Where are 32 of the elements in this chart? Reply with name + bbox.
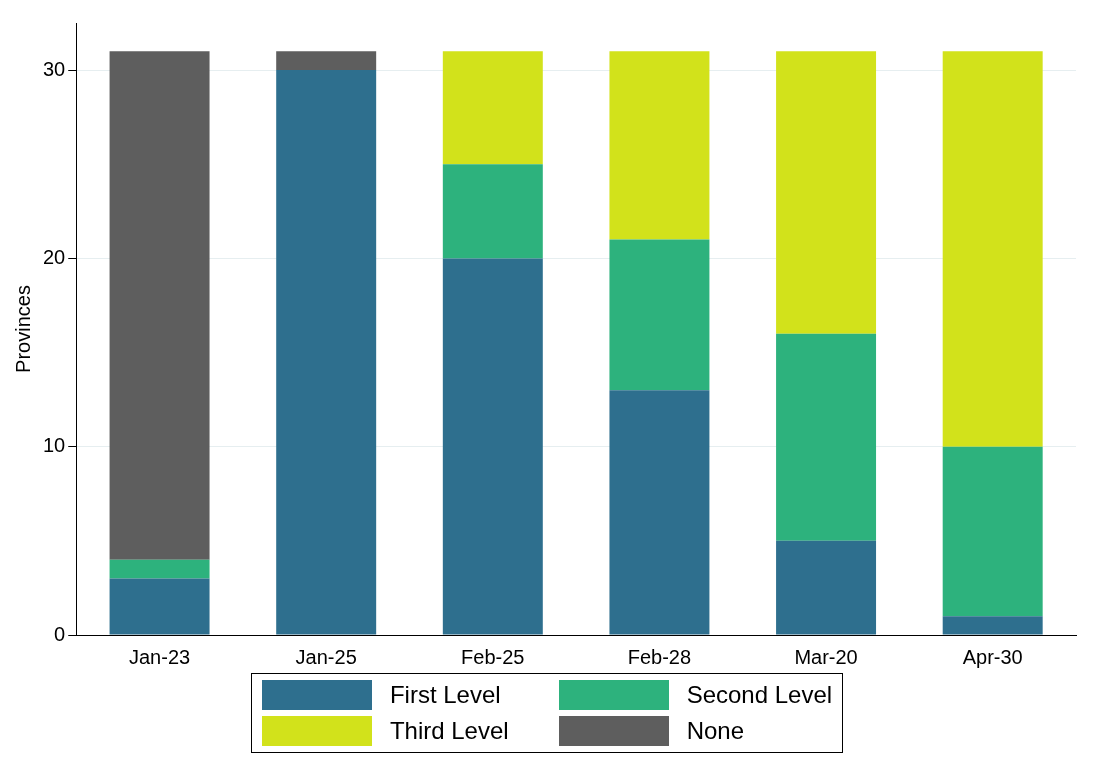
bar	[942, 51, 1043, 447]
bar	[609, 239, 710, 391]
bar	[942, 616, 1043, 635]
y-axis-title: Provinces	[11, 285, 34, 373]
x-tick-label: Feb-25	[461, 645, 525, 668]
x-tick-label: Jan-23	[128, 645, 191, 668]
x-tick-label: Feb-28	[627, 645, 692, 668]
bar	[276, 51, 377, 71]
legend-label: None	[686, 717, 745, 745]
legend-label: Second Level	[686, 681, 833, 709]
x-tick-label: Jan-25	[295, 645, 357, 668]
bar	[109, 559, 210, 579]
y-tick-label: 0	[54, 622, 66, 645]
bar	[109, 51, 210, 560]
y-tick-label: 30	[43, 57, 66, 80]
y-tick-label: 10	[43, 434, 66, 457]
bar	[442, 258, 543, 635]
x-tick-label: Apr-30	[962, 645, 1023, 668]
bar	[776, 51, 877, 334]
bar	[776, 333, 877, 541]
bar	[942, 446, 1043, 617]
bar	[776, 540, 877, 635]
bar	[442, 164, 543, 259]
y-tick-label: 20	[43, 245, 66, 268]
legend-label: Third Level	[389, 717, 509, 745]
bar	[276, 70, 377, 635]
bar	[609, 390, 710, 635]
bar	[609, 51, 710, 240]
legend-label: First Level	[389, 681, 501, 709]
x-tick-label: Mar-20	[794, 645, 858, 668]
bar	[109, 578, 210, 635]
bar	[442, 51, 543, 165]
